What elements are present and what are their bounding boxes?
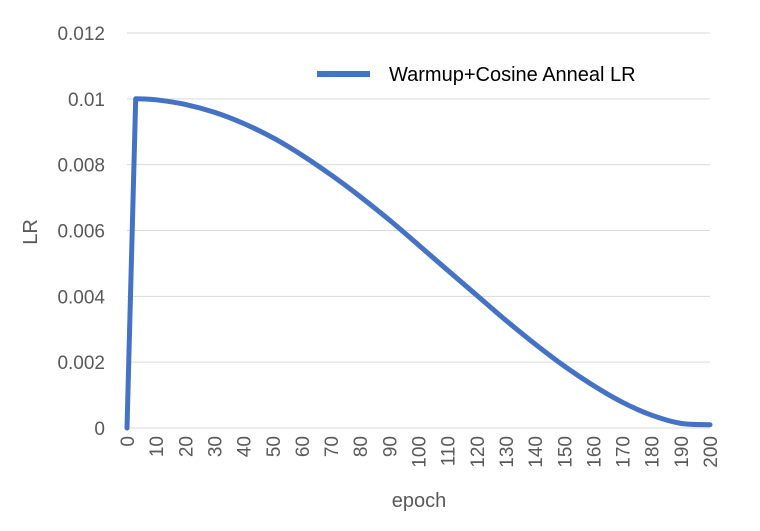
x-tick-label: 200 xyxy=(701,436,722,468)
y-tick-label: 0.002 xyxy=(57,353,105,374)
series-layer xyxy=(124,96,713,431)
x-tick-label: 90 xyxy=(380,436,401,457)
x-tick-label: 30 xyxy=(205,436,226,457)
y-tick-label: 0.008 xyxy=(57,156,105,177)
x-tick-label: 160 xyxy=(584,436,605,468)
x-tick-label: 150 xyxy=(555,436,576,468)
x-tick-label: 100 xyxy=(410,436,431,468)
x-tick-label: 180 xyxy=(643,436,664,468)
legend-label: Warmup+Cosine Anneal LR xyxy=(389,64,636,86)
y-tick-label: 0.012 xyxy=(57,24,105,45)
x-axis-title: epoch xyxy=(392,490,447,512)
x-tick-label: 120 xyxy=(468,436,489,468)
y-tick-label: 0.004 xyxy=(57,287,105,308)
x-tick-label: 190 xyxy=(672,436,693,468)
x-tick-label: 140 xyxy=(526,436,547,468)
y-tick-label: 0.01 xyxy=(68,90,105,111)
x-tick-label: 170 xyxy=(614,436,635,468)
y-tick-label: 0 xyxy=(94,419,105,440)
x-tick-label: 0 xyxy=(118,436,139,447)
x-tick-label: 60 xyxy=(293,436,314,457)
y-tick-label: 0.006 xyxy=(57,222,105,243)
x-tick-label: 70 xyxy=(322,436,343,457)
x-tick-label: 10 xyxy=(147,436,168,457)
x-tick-label: 80 xyxy=(351,436,372,457)
y-axis-tick-labels: 0 0.002 0.004 0.006 0.008 0.01 0.012 xyxy=(57,24,105,440)
x-axis-tick-labels: 0 10 20 30 40 50 60 70 80 90 100 110 120 130 140 150 160… xyxy=(118,436,722,468)
gridlines xyxy=(127,32,710,429)
x-tick-label: 40 xyxy=(235,436,256,457)
series-line-warmup-cosine xyxy=(124,96,713,431)
x-tick-label: 50 xyxy=(264,436,285,457)
legend: Warmup+Cosine Anneal LR xyxy=(317,64,636,86)
x-tick-label: 20 xyxy=(176,436,197,457)
x-tick-label: 130 xyxy=(497,436,518,468)
y-axis-title: LR xyxy=(20,219,42,245)
x-tick-label: 110 xyxy=(439,436,460,466)
